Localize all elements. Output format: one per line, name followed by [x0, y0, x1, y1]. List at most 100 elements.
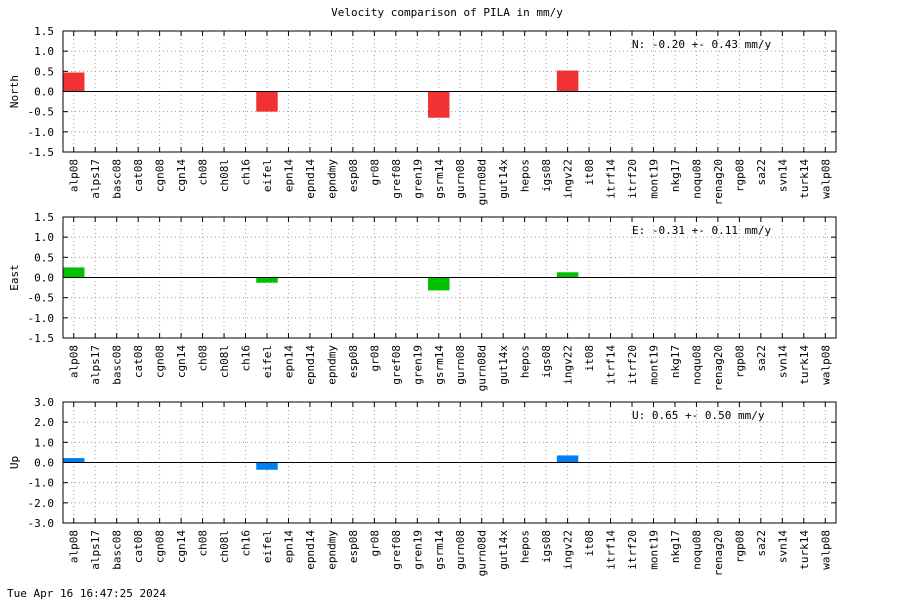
x-tick-label: eifel [261, 345, 274, 378]
x-tick-label: renag20 [712, 345, 725, 391]
y-tick-label: 2.0 [34, 416, 54, 429]
y-axis-label: North [8, 75, 21, 108]
x-tick-label: gren19 [411, 530, 424, 570]
chart-title: Velocity comparison of PILA in mm/y [331, 6, 563, 19]
x-tick-label: gsrm14 [433, 530, 446, 570]
y-tick-label: 0.0 [34, 457, 54, 470]
x-tick-label: cgn14 [175, 530, 188, 563]
velocity-annotation: U: 0.65 +- 0.50 mm/y [632, 409, 765, 422]
x-tick-label: epndmy [325, 345, 338, 385]
x-tick-label: epnd14 [304, 345, 317, 385]
x-tick-label: basc08 [111, 345, 124, 385]
x-tick-label: gut14x [497, 530, 510, 570]
y-tick-label: 1.5 [34, 25, 54, 38]
x-tick-label: cgn14 [175, 345, 188, 378]
x-tick-label: epnd14 [304, 530, 317, 570]
x-tick-label: ch16 [240, 159, 253, 186]
bar-alp08 [63, 72, 85, 92]
x-tick-label: mont19 [647, 159, 660, 199]
x-tick-label: ingv22 [562, 530, 575, 570]
x-tick-label: hepos [519, 530, 532, 563]
x-tick-label: gut14x [497, 159, 510, 199]
x-tick-label: gref08 [390, 345, 403, 385]
x-tick-label: igs08 [540, 159, 553, 192]
velocity-annotation: N: -0.20 +- 0.43 mm/y [632, 38, 771, 51]
x-tick-label: turk14 [798, 345, 811, 385]
x-tick-label: alp08 [68, 345, 81, 378]
x-tick-label: gurn08d [476, 159, 489, 205]
x-tick-label: igs08 [540, 345, 553, 378]
x-tick-label: mont19 [647, 345, 660, 385]
x-tick-label: gr08 [368, 530, 381, 557]
x-tick-label: esp08 [347, 530, 360, 563]
x-tick-label: gsrm14 [433, 345, 446, 385]
velocity-annotation: E: -0.31 +- 0.11 mm/y [632, 224, 771, 237]
x-tick-label: alp08 [68, 159, 81, 192]
y-tick-label: 0.0 [34, 272, 54, 285]
x-tick-label: alps17 [89, 530, 102, 570]
panel-up: 3.0 2.0 1.0 0.0 -1.0 -2.0 -3.0 alp08 alps17 basc0… [8, 396, 837, 576]
x-tick-label: gurn08 [454, 530, 467, 570]
x-tick-label: basc08 [111, 530, 124, 570]
x-tick-label: nkg17 [669, 345, 682, 378]
x-tick-label: gren19 [411, 159, 424, 199]
x-tick-label: ingv22 [562, 345, 575, 385]
x-tick-label: epnd14 [304, 159, 317, 199]
x-tick-label: walp08 [819, 530, 832, 570]
y-tick-label: -1.0 [28, 477, 55, 490]
bar-ingv22 [556, 70, 579, 92]
x-tick-label: esp08 [347, 159, 360, 192]
y-tick-label: 1.0 [34, 231, 54, 244]
x-tick-label: cgn08 [154, 530, 167, 563]
x-tick-label: hepos [519, 345, 532, 378]
panel-east: 1.5 1.0 0.5 0.0 -0.5 -1.0 -1.5 alp08 alps17 basc0… [8, 211, 837, 391]
x-tick-label: itrf20 [626, 345, 639, 385]
x-tick-label: sa22 [755, 345, 768, 372]
y-tick-label: -3.0 [28, 517, 55, 530]
x-tick-label: esp08 [347, 345, 360, 378]
x-tick-label: basc08 [111, 159, 124, 199]
x-tick-label: cat08 [132, 530, 145, 563]
x-tick-label: ch08 [197, 159, 210, 186]
x-tick-label: itrf20 [626, 159, 639, 199]
y-tick-label: 0.0 [34, 86, 54, 99]
x-tick-label: itrf14 [605, 159, 618, 199]
x-tick-label: cgn14 [175, 159, 188, 192]
x-tick-label: renag20 [712, 159, 725, 205]
y-tick-label: 0.5 [34, 65, 54, 78]
bar-ingv22 [556, 455, 579, 463]
x-tick-label: gurn08d [476, 345, 489, 391]
x-tick-label: hepos [519, 159, 532, 192]
x-tick-label: nkg17 [669, 159, 682, 192]
bar-eifel [256, 462, 278, 470]
x-tick-label: eifel [261, 530, 274, 563]
x-tick-label: svn14 [776, 345, 789, 378]
x-tick-label: cat08 [132, 345, 145, 378]
x-tick-label: epndmy [325, 159, 338, 199]
x-tick-label: rgp08 [733, 159, 746, 192]
x-tick-label: itrf14 [605, 345, 618, 385]
y-tick-label: -1.0 [28, 312, 55, 325]
x-tick-label: it08 [583, 159, 596, 186]
bar-eifel [256, 91, 278, 112]
x-tick-label: rgp08 [733, 530, 746, 563]
y-axis-label: East [8, 264, 21, 291]
x-tick-label: svn14 [776, 159, 789, 192]
x-tick-label: eifel [261, 159, 274, 192]
x-tick-label: sa22 [755, 530, 768, 557]
x-tick-label: cgn08 [154, 345, 167, 378]
x-tick-label: it08 [583, 345, 596, 372]
x-tick-label: noqu08 [690, 345, 703, 385]
bar-alp08 [63, 267, 85, 278]
x-tick-label: epn14 [282, 530, 295, 563]
chart-panels: 1.5 1.0 0.5 0.0 -0.5 -1.0 -1.5 alp08 alps17 basc0… [8, 25, 837, 576]
x-tick-label: renag20 [712, 530, 725, 576]
x-tick-label: epn14 [282, 345, 295, 378]
y-tick-label: -2.0 [28, 497, 55, 510]
bar-eifel [256, 277, 278, 283]
x-tick-label: gurn08d [476, 530, 489, 576]
x-tick-label: cat08 [132, 159, 145, 192]
y-tick-label: -1.5 [28, 146, 55, 159]
y-tick-label: 0.5 [34, 251, 54, 264]
